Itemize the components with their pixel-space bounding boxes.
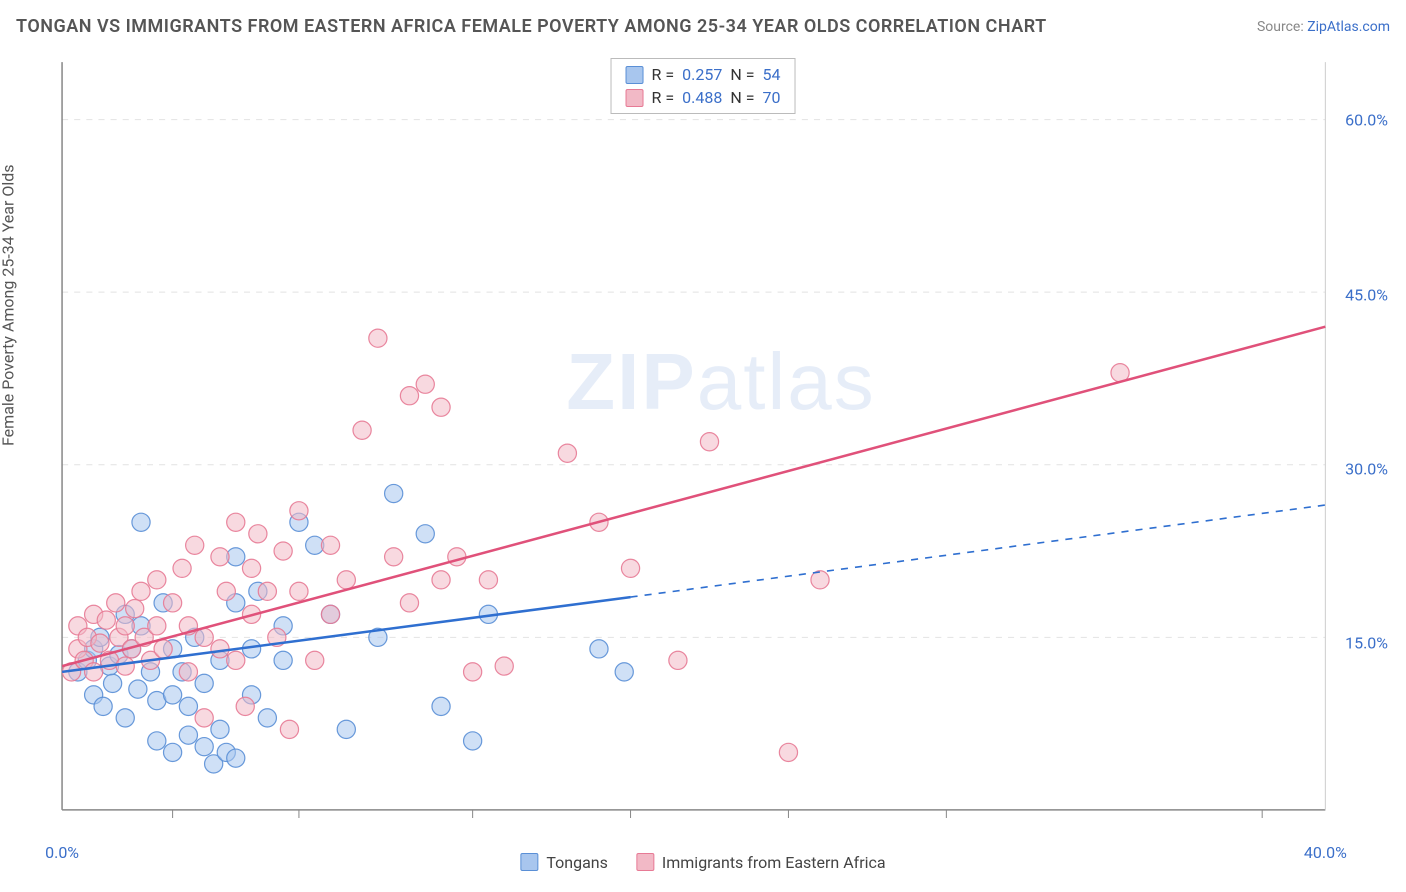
stat-r-label: R = (652, 88, 675, 107)
legend-swatch (626, 89, 644, 107)
source-attribution: Source: ZipAtlas.com (1257, 19, 1390, 35)
chart-area: ZIPatlas 15.0%30.0%45.0%60.0% 0.0%40.0% (56, 56, 1386, 832)
stat-n-label: N = (730, 65, 754, 84)
y-axis-label: Female Poverty Among 25-34 Year Olds (0, 164, 18, 446)
stat-r-value: 0.257 (682, 65, 722, 84)
stat-r-value: 0.488 (682, 88, 722, 107)
y-tick-label: 15.0% (1345, 634, 1388, 653)
y-tick-label: 60.0% (1345, 111, 1388, 130)
legend-label: Tongans (546, 853, 608, 872)
stat-n-label: N = (730, 88, 754, 107)
legend-label: Immigrants from Eastern Africa (662, 853, 886, 872)
chart-title: TONGAN VS IMMIGRANTS FROM EASTERN AFRICA… (16, 16, 1047, 37)
legend-swatch (626, 66, 644, 84)
stat-n-value: 54 (762, 65, 780, 84)
y-tick-label: 45.0% (1345, 285, 1388, 304)
stat-n-value: 70 (762, 88, 780, 107)
legend-swatch (520, 853, 538, 871)
legend-item: Immigrants from Eastern Africa (636, 853, 886, 872)
legend-item: Tongans (520, 853, 608, 872)
series-legend: Tongans Immigrants from Eastern Africa (520, 853, 885, 872)
scatter-plot (56, 56, 1386, 824)
source-link[interactable]: ZipAtlas.com (1307, 19, 1390, 35)
y-tick-label: 30.0% (1345, 459, 1388, 478)
legend-swatch (636, 853, 654, 871)
stat-r-label: R = (652, 65, 675, 84)
x-tick-label: 0.0% (45, 843, 79, 862)
correlation-stats-box: R = 0.257 N = 54 R = 0.488 N = 70 (611, 58, 796, 114)
x-tick-label: 40.0% (1304, 843, 1347, 862)
